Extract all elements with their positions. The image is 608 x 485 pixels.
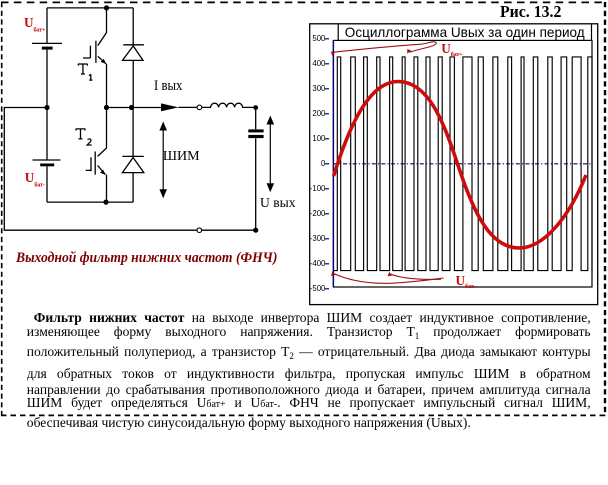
- svg-text:-300: -300: [310, 234, 326, 243]
- svg-text:300: 300: [312, 84, 326, 93]
- svg-text:-100: -100: [310, 184, 326, 193]
- svg-text:200: 200: [312, 109, 326, 118]
- svg-text:-500: -500: [310, 284, 326, 293]
- svg-text:500: 500: [312, 34, 326, 43]
- svg-text:-400: -400: [310, 259, 326, 268]
- svg-text:100: 100: [312, 134, 326, 143]
- svg-text:-200: -200: [310, 209, 326, 218]
- svg-text:0: 0: [321, 159, 326, 168]
- svg-text:400: 400: [312, 59, 326, 68]
